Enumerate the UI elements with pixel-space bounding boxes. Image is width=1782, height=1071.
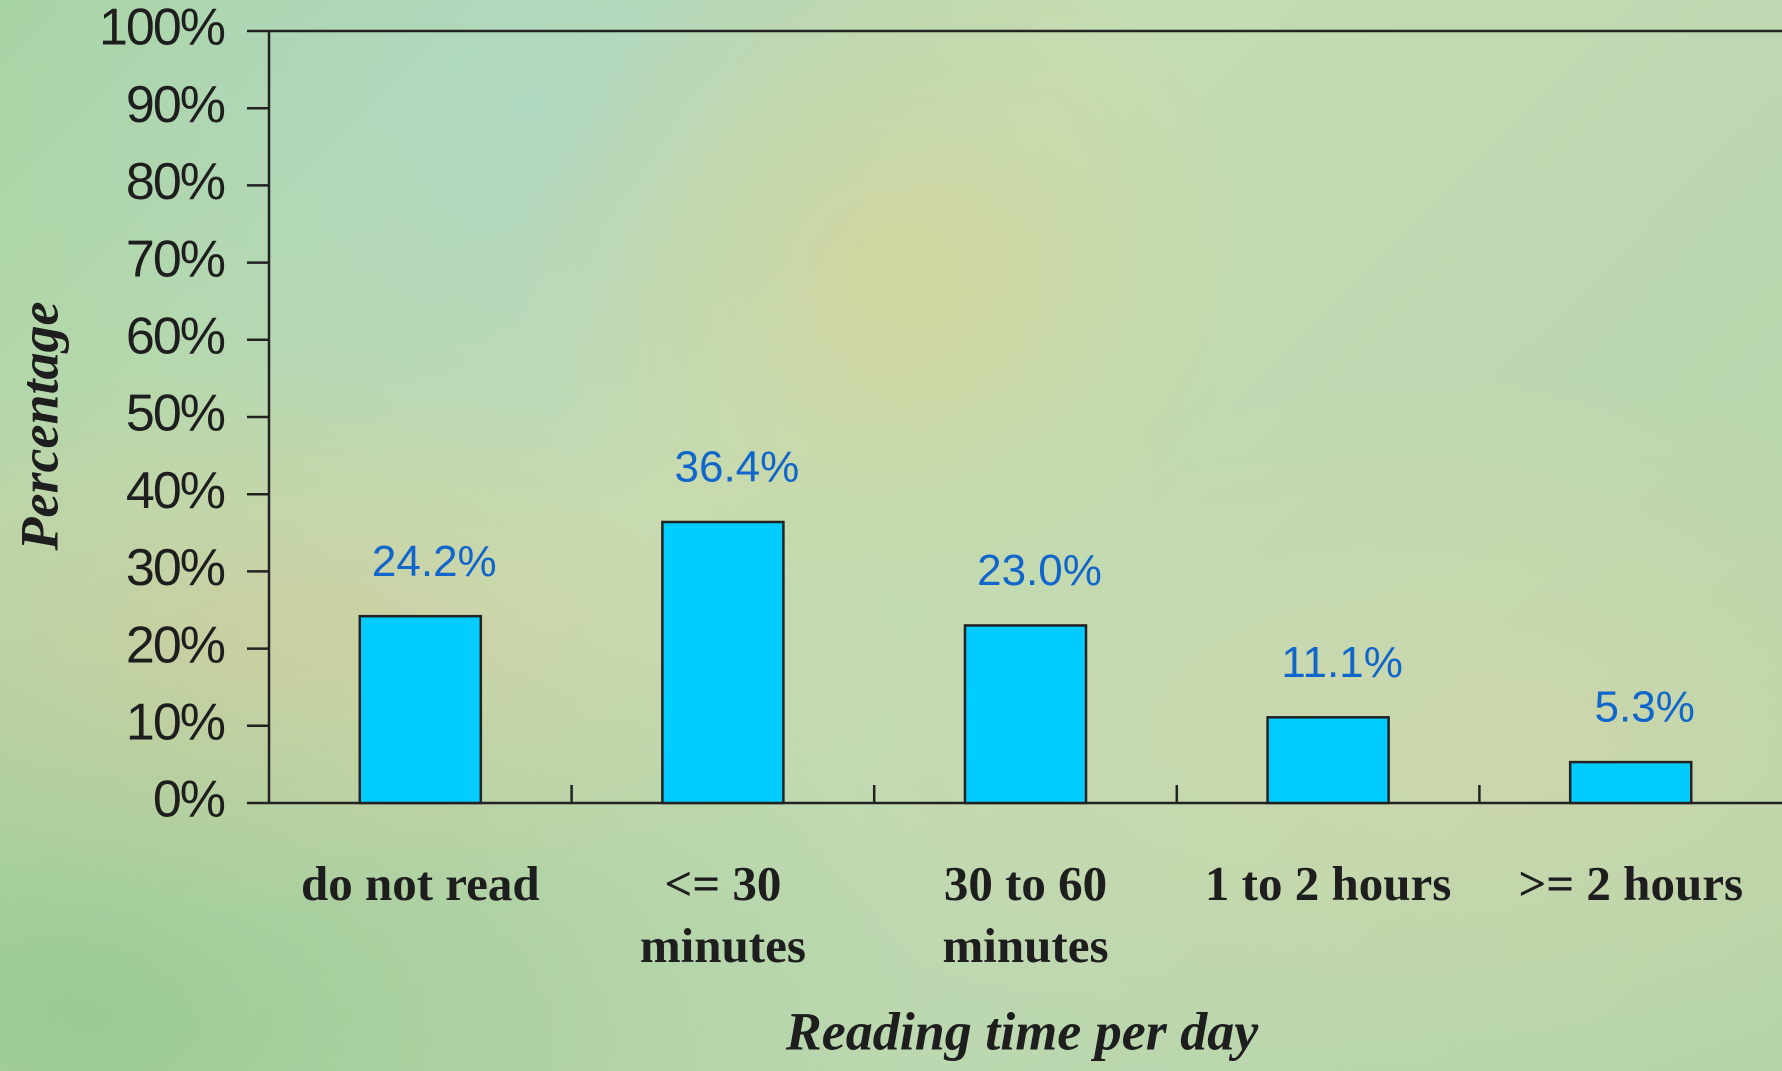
value-label: 11.1% bbox=[1281, 638, 1403, 687]
x-axis-title: Reading time per day bbox=[785, 1001, 1259, 1061]
value-label: 24.2% bbox=[372, 537, 497, 586]
x-tick-label: 30 to 60 minutes bbox=[942, 856, 1109, 973]
value-label: 36.4% bbox=[675, 443, 800, 492]
y-tick-label: 80% bbox=[126, 153, 225, 211]
x-tick-label: 1 to 2 hours bbox=[1204, 856, 1452, 911]
bar bbox=[661, 520, 785, 805]
y-tick-label: 40% bbox=[126, 462, 225, 520]
x-tick-label: do not read bbox=[300, 856, 540, 911]
y-tick-label: 100% bbox=[99, 0, 225, 57]
bar bbox=[963, 624, 1088, 805]
x-tick-label: >= 2 hours bbox=[1518, 856, 1744, 911]
y-tick-label: 30% bbox=[126, 539, 225, 597]
y-tick-label: 50% bbox=[126, 385, 225, 443]
value-label: 5.3% bbox=[1595, 683, 1695, 732]
y-tick-label: 60% bbox=[126, 308, 225, 366]
bar bbox=[1568, 760, 1693, 805]
y-tick-label: 0% bbox=[153, 771, 225, 829]
y-axis-title: Percentage bbox=[9, 302, 69, 552]
value-label: 23.0% bbox=[977, 546, 1102, 595]
bar bbox=[358, 614, 483, 805]
y-tick-label: 20% bbox=[126, 616, 225, 674]
y-tick-label: 70% bbox=[126, 230, 225, 288]
bar bbox=[1266, 716, 1390, 805]
y-tick-label: 10% bbox=[126, 694, 225, 752]
y-tick-label: 90% bbox=[126, 76, 225, 134]
x-tick-label: <= 30 minutes bbox=[639, 856, 806, 973]
